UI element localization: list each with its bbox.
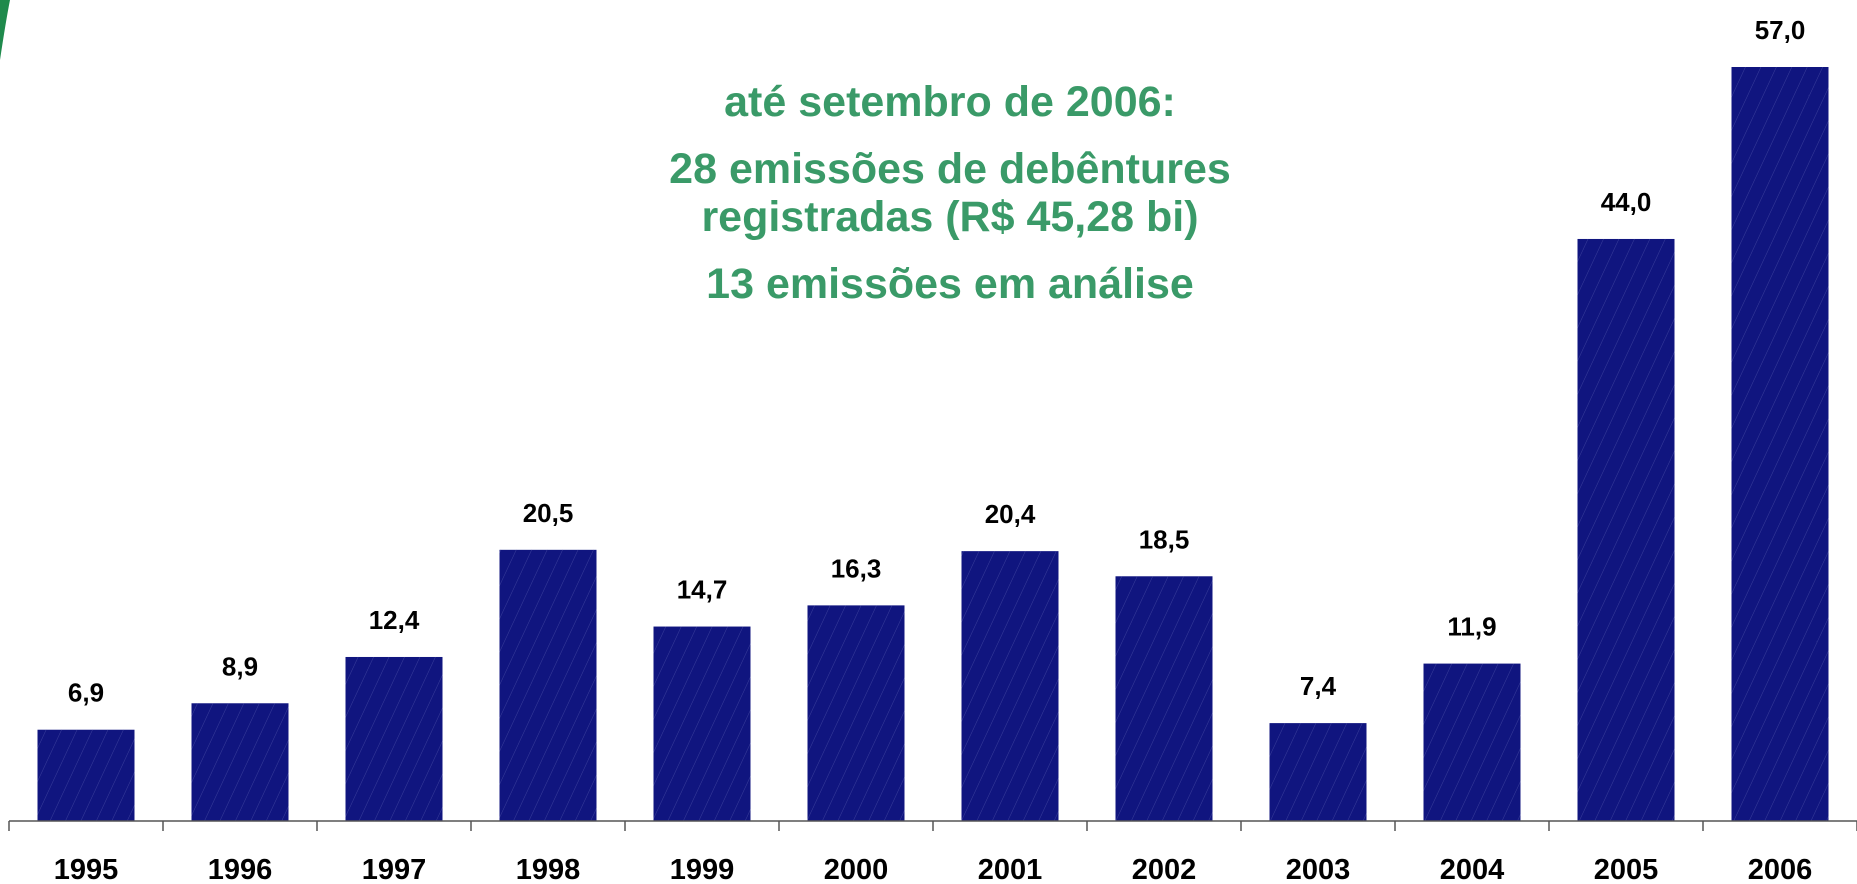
annotation: 13 emissões em análise xyxy=(706,260,1194,308)
bar-hatch xyxy=(1731,67,1829,821)
bar-hatch xyxy=(653,626,751,821)
value-label: 20,4 xyxy=(985,499,1036,529)
corner-decoration xyxy=(0,0,10,60)
bar-hatch xyxy=(1115,576,1213,821)
value-label: 11,9 xyxy=(1447,612,1496,642)
x-tick-label: 2002 xyxy=(1132,854,1197,884)
value-label: 16,3 xyxy=(831,553,882,583)
value-label: 18,5 xyxy=(1139,524,1190,554)
value-label: 14,7 xyxy=(677,575,728,605)
bar-hatch xyxy=(1269,723,1367,821)
x-tick-label: 2006 xyxy=(1748,854,1813,884)
x-tick-label: 1998 xyxy=(516,854,581,884)
x-tick-label: 1996 xyxy=(208,854,273,884)
annotation: registradas (R$ 45,28 bi) xyxy=(701,193,1198,241)
value-label: 12,4 xyxy=(369,605,420,635)
value-label: 7,4 xyxy=(1300,671,1337,701)
x-tick-label: 1999 xyxy=(670,854,735,884)
x-tick-label: 2005 xyxy=(1594,854,1659,884)
bar-hatch xyxy=(37,729,135,821)
annotation: até setembro de 2006: xyxy=(724,78,1176,126)
value-label: 57,0 xyxy=(1755,15,1806,45)
x-tick-label: 2000 xyxy=(824,854,889,884)
x-tick-label: 1995 xyxy=(54,854,119,884)
bar-hatch xyxy=(807,605,905,821)
bar-hatch xyxy=(961,551,1059,821)
bar-hatch xyxy=(1423,663,1521,821)
value-label: 20,5 xyxy=(523,498,574,528)
value-label: 44,0 xyxy=(1601,187,1652,217)
bar-hatch xyxy=(1577,238,1675,821)
x-tick-label: 2001 xyxy=(978,854,1043,884)
value-label: 6,9 xyxy=(68,678,104,708)
value-label: 8,9 xyxy=(222,651,258,681)
bar-hatch xyxy=(499,549,597,821)
bar-hatch xyxy=(191,703,289,821)
x-tick-label: 2003 xyxy=(1286,854,1351,884)
bar-hatch xyxy=(345,656,443,821)
x-tick-label: 2004 xyxy=(1440,854,1505,884)
annotation: 28 emissões de debêntures xyxy=(669,145,1231,193)
x-tick-label: 1997 xyxy=(362,854,427,884)
